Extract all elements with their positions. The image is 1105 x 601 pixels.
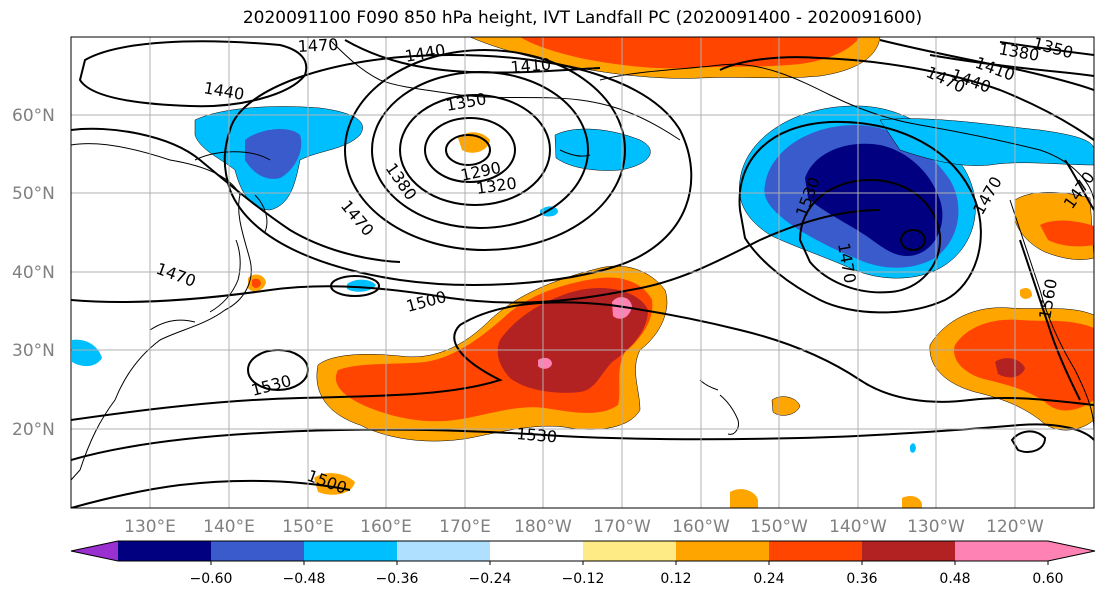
longitude-labels: 130°E 140°E 150°E 160°E 170°E 180°W 170°…: [124, 517, 1044, 537]
lon-label: 170°W: [593, 517, 651, 537]
colorbar: −0.60 −0.48 −0.36 −0.24 −0.12 0.12 0.24 0.36 0.4…: [70, 540, 1096, 587]
colorbar-segment: [490, 541, 584, 561]
colorbar-tick-label: −0.48: [283, 571, 326, 587]
lat-label: 20°N: [12, 420, 55, 440]
lon-label: 140°E: [203, 517, 255, 537]
lon-label: 170°E: [439, 517, 491, 537]
map-title: 2020091100 F090 850 hPa height, IVT Land…: [242, 8, 923, 28]
lon-label: 180°W: [514, 517, 572, 537]
colorbar-tick-label: −0.36: [376, 571, 419, 587]
colorbar-segment: [676, 541, 770, 561]
contour-label: 1410: [510, 55, 552, 77]
lon-label: 130°W: [907, 517, 965, 537]
lon-label: 120°W: [986, 517, 1044, 537]
colorbar-segment: [211, 541, 305, 561]
coastlines: [71, 39, 1094, 481]
lat-label: 50°N: [12, 184, 55, 204]
colorbar-outline: [70, 540, 1096, 562]
colorbar-tick-label: −0.60: [190, 571, 233, 587]
lat-label: 40°N: [12, 263, 55, 283]
colorbar-tick-label: 0.60: [1032, 571, 1063, 587]
colorbar-tick-label: 0.36: [846, 571, 877, 587]
map-panel: 1470 1440 1440 1410 1350 1290 1320 1380 …: [71, 35, 1094, 508]
colorbar-tick-label: −0.12: [562, 571, 605, 587]
colorbar-tick-label: −0.24: [469, 571, 512, 587]
colorbar-segment: [304, 541, 398, 561]
lon-label: 160°W: [672, 517, 730, 537]
lon-label: 150°W: [750, 517, 808, 537]
map-frame: [70, 36, 1095, 509]
colorbar-segment: [583, 541, 677, 561]
colorbar-tick-label: 0.24: [753, 571, 784, 587]
negative-ivt-shading: [72, 105, 1094, 453]
colorbar-extend-high: [1048, 541, 1095, 561]
colorbar-segment: [397, 541, 491, 561]
lat-label: 30°N: [12, 341, 55, 361]
latitude-labels: 60°N 50°N 40°N 30°N 20°N: [12, 106, 55, 440]
lon-label: 140°W: [829, 517, 887, 537]
colorbar-segment: [862, 541, 956, 561]
colorbar-tick-label: 0.12: [660, 571, 691, 587]
colorbar-tick-label: 0.48: [939, 571, 970, 587]
positive-ivt-shading: [248, 37, 1094, 508]
lon-label: 130°E: [124, 517, 176, 537]
lon-label: 160°E: [360, 517, 412, 537]
lon-label: 150°E: [282, 517, 334, 537]
lat-label: 60°N: [12, 106, 55, 126]
colorbar-segment: [955, 541, 1049, 561]
colorbar-segment: [118, 541, 212, 561]
graticule: [71, 37, 1094, 508]
contour-label: 1470: [297, 35, 339, 56]
contour-label: 1530: [516, 424, 558, 446]
colorbar-extend-low: [71, 541, 118, 561]
colorbar-segment: [769, 541, 863, 561]
